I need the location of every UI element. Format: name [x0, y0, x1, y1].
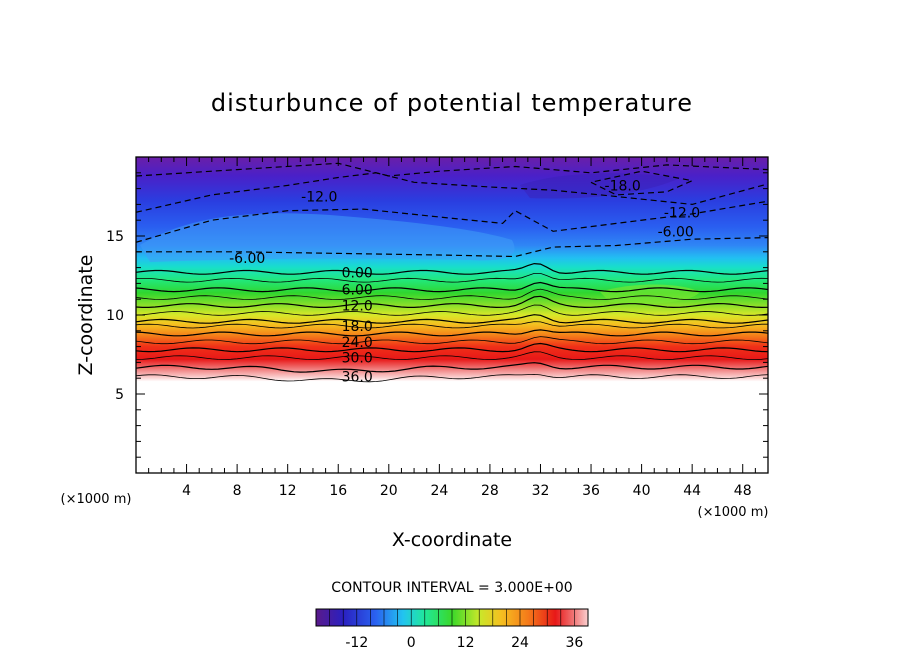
contour-line-negative: [136, 172, 768, 213]
contour-line-positive: [136, 336, 768, 345]
contour-label: 12.0: [342, 299, 373, 315]
x-tick-label: 8: [233, 483, 242, 499]
contour-line-positive: [136, 314, 768, 324]
x-tick-label: 40: [633, 483, 651, 499]
y-axis-title: Z-coordinate: [75, 255, 97, 376]
contour-line-negative: [136, 162, 768, 177]
x-unit-label: (×1000 m): [698, 505, 769, 520]
colorbar-tick-label: 12: [457, 635, 475, 651]
x-tick-label: 20: [380, 483, 398, 499]
contour-interval-text: CONTOUR INTERVAL = 3.000E+00: [331, 580, 572, 596]
contour-label: 24.0: [342, 335, 373, 351]
contour-label: 36.0: [342, 370, 373, 386]
x-tick-label: 48: [734, 483, 752, 499]
contour-line-positive: [136, 321, 768, 329]
x-tick-label: 24: [430, 483, 448, 499]
contour-label: -6.00: [658, 224, 694, 240]
colorbar-tick-label: 36: [565, 635, 583, 651]
y-tick-label: 10: [106, 308, 124, 324]
z-unit-label: (×1000 m): [61, 492, 132, 507]
upper-dark-core: [520, 173, 680, 199]
contour-line-positive: [136, 288, 768, 300]
x-tick-label: 36: [582, 483, 600, 499]
colorbar-tick-label: 0: [407, 635, 416, 651]
contour-line-positive: [136, 373, 768, 383]
contour-label: -18.0: [605, 178, 641, 194]
x-tick-label: 12: [279, 483, 297, 499]
x-tick-label: 32: [532, 483, 550, 499]
contour-line-negative: [136, 200, 768, 243]
contour-line-negative: [590, 170, 695, 196]
x-tick-label: 28: [481, 483, 499, 499]
contour-label: 30.0: [342, 351, 373, 367]
contour-label: 0.00: [342, 265, 373, 281]
contour-line-positive: [136, 273, 768, 283]
contour-line-positive: [136, 351, 768, 361]
x-axis-title: X-coordinate: [392, 529, 512, 551]
contour-label: -12.0: [664, 205, 700, 221]
contour-line-positive: [136, 304, 768, 316]
dashed-contours: [136, 162, 768, 258]
contour-line-positive: [136, 362, 768, 373]
colorbar-ticks: -12 0 12 24 36: [329, 609, 583, 651]
y-tick-label: 5: [115, 387, 124, 403]
contour-line-positive: [136, 329, 768, 337]
solid-contours: [136, 262, 768, 383]
upper-anomaly-shading: [140, 213, 515, 262]
contour-label: -12.0: [301, 190, 337, 206]
contour-line-positive: [136, 262, 768, 275]
y-tick-label: 15: [106, 229, 124, 245]
contour-line-positive: [136, 281, 768, 293]
chart-title: disturbunce of potential temperature: [211, 89, 693, 117]
y-axis: 5 10 15: [106, 172, 768, 458]
plot-area: [136, 157, 768, 473]
colorbar-tick-label: -12: [345, 635, 368, 651]
colorbar-tick-label: 24: [511, 635, 529, 651]
x-axis: 4 8 12 16 20 24 28 32 36 40 44 48: [148, 157, 756, 499]
x-tick-label: 44: [683, 483, 701, 499]
x-tick-label: 16: [329, 483, 347, 499]
contour-line-negative: [136, 237, 768, 258]
contour-label: 6.00: [342, 283, 373, 299]
contour-line-positive: [136, 342, 768, 353]
contour-label: 18.0: [342, 319, 373, 335]
contour-line-positive: [136, 295, 768, 309]
x-tick-label: 4: [182, 483, 191, 499]
contour-label: -6.00: [229, 251, 265, 267]
